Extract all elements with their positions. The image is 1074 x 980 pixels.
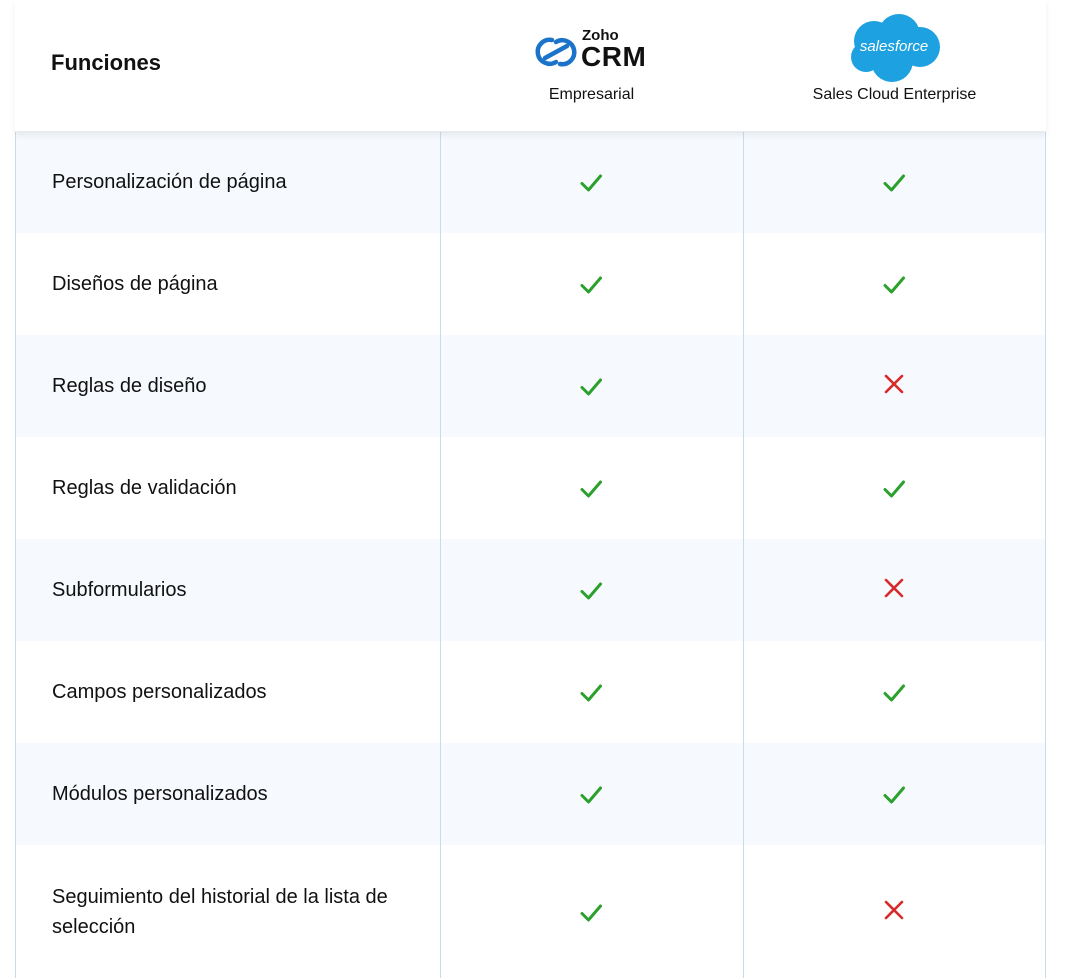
salesforce-cross-icon <box>881 575 907 601</box>
table-row: Reglas de diseño <box>15 335 1046 437</box>
table-row: Reglas de validación <box>15 437 1046 539</box>
table-row: Seguimiento del historial de la lista de… <box>15 845 1046 978</box>
salesforce-cloud-icon <box>851 14 940 82</box>
feature-name: Seguimiento del historial de la lista de… <box>52 885 388 938</box>
salesforce-plan-name: Sales Cloud Enterprise <box>812 86 977 103</box>
column-divider <box>440 641 441 743</box>
feature-name: Reglas de diseño <box>52 375 207 397</box>
zoho-crm-column-header: Zoho CRM Empresarial <box>440 0 743 131</box>
table-body: Personalización de página Diseños de pági… <box>15 131 1046 978</box>
column-divider <box>440 131 441 233</box>
zoho-rings-icon <box>535 37 577 67</box>
column-divider <box>743 233 744 335</box>
salesforce-check-icon <box>881 680 907 706</box>
column-divider <box>743 641 744 743</box>
zoho-check-icon <box>578 374 604 400</box>
table-header: Funciones Zoho CRM Empresarial <box>15 0 1046 132</box>
crm-logo-text: CRM <box>581 41 647 72</box>
column-divider <box>440 335 441 437</box>
zoho-logo-text: Zoho <box>582 27 619 44</box>
salesforce-column-header: salesforce Sales Cloud Enterprise <box>743 0 1046 131</box>
zoho-check-icon <box>578 170 604 196</box>
zoho-check-icon <box>578 900 604 926</box>
salesforce-check-icon <box>881 782 907 808</box>
zoho-check-icon <box>578 272 604 298</box>
column-divider <box>743 437 744 539</box>
column-divider <box>440 845 441 978</box>
column-divider <box>743 845 744 978</box>
salesforce-logo-text: salesforce <box>859 38 929 55</box>
zoho-check-icon <box>578 680 604 706</box>
feature-name: Reglas de validación <box>52 477 237 499</box>
feature-name: Subformularios <box>52 579 187 601</box>
column-divider <box>440 539 441 641</box>
column-divider <box>743 743 744 845</box>
feature-name: Personalización de página <box>52 171 287 193</box>
zoho-check-icon <box>578 782 604 808</box>
column-divider <box>743 131 744 233</box>
table-row: Módulos personalizados <box>15 743 1046 845</box>
table-row: Personalización de página <box>15 131 1046 233</box>
feature-name: Campos personalizados <box>52 681 267 703</box>
zoho-crm-logo: Zoho CRM <box>530 28 660 74</box>
salesforce-check-icon <box>881 476 907 502</box>
zoho-plan-name: Empresarial <box>548 86 635 103</box>
column-divider <box>440 437 441 539</box>
column-divider <box>743 539 744 641</box>
table-row: Campos personalizados <box>15 641 1046 743</box>
zoho-check-icon <box>578 476 604 502</box>
column-divider <box>743 335 744 437</box>
salesforce-cross-icon <box>881 371 907 397</box>
feature-name: Diseños de página <box>52 273 218 295</box>
salesforce-check-icon <box>881 170 907 196</box>
feature-name: Módulos personalizados <box>52 783 268 805</box>
salesforce-cross-icon <box>881 897 907 923</box>
table-row: Subformularios <box>15 539 1046 641</box>
column-divider <box>440 233 441 335</box>
table-row: Diseños de página <box>15 233 1046 335</box>
column-divider <box>440 743 441 845</box>
salesforce-check-icon <box>881 272 907 298</box>
salesforce-cloud-logo: salesforce <box>844 13 944 83</box>
zoho-check-icon <box>578 578 604 604</box>
comparison-table: Funciones Zoho CRM Empresarial <box>15 0 1046 980</box>
features-column-title: Funciones <box>51 50 162 75</box>
